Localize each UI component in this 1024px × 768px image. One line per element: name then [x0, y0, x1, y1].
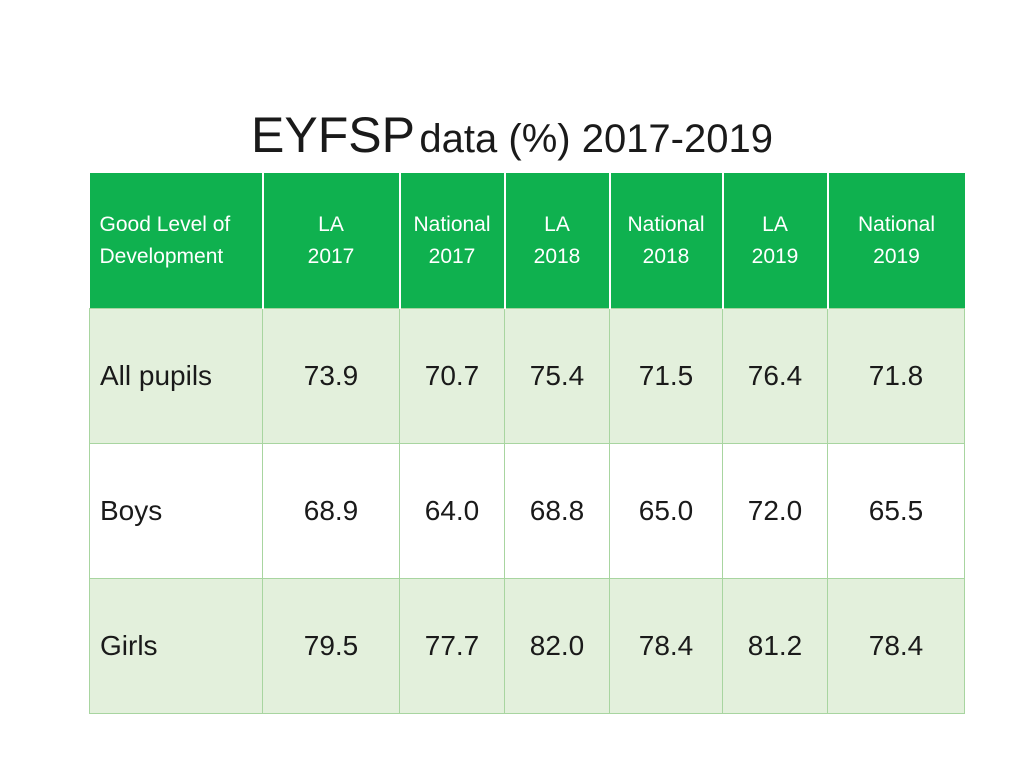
header-cell-national-2019: National 2019: [827, 173, 965, 309]
row-label: All pupils: [89, 308, 263, 444]
header-line1: LA: [544, 212, 570, 236]
table-row-girls: Girls 79.5 77.7 82.0 78.4 81.2 78.4: [89, 578, 965, 714]
table-cell: 75.4: [504, 308, 610, 444]
header-line2: 2019: [751, 244, 799, 268]
header-cell-national-2018: National 2018: [609, 173, 724, 309]
header-line2: 2017: [428, 244, 476, 268]
table-cell: 71.5: [609, 308, 723, 444]
header-line1: Good Level of: [99, 212, 231, 236]
header-cell-good-level: Good Level of Development: [89, 173, 264, 309]
eyfsp-data-table: Good Level of Development LA 2017 Nation…: [89, 173, 965, 714]
header-line2: 2019: [873, 244, 920, 268]
table-cell: 65.5: [827, 443, 965, 579]
table-row-boys: Boys 68.9 64.0 68.8 65.0 72.0 65.5: [89, 443, 965, 579]
header-line2: 2018: [642, 244, 690, 268]
table-cell: 76.4: [722, 308, 828, 444]
header-line1: National: [413, 212, 491, 236]
header-cell-national-2017: National 2017: [399, 173, 506, 309]
header-cell-la-2017: LA 2017: [262, 173, 401, 309]
header-line1: LA: [762, 212, 788, 236]
row-label: Girls: [89, 578, 263, 714]
table-cell: 71.8: [827, 308, 965, 444]
table-cell: 81.2: [722, 578, 828, 714]
header-line2: 2017: [307, 244, 355, 268]
table-cell: 65.0: [609, 443, 723, 579]
row-label: Boys: [89, 443, 263, 579]
table-cell: 79.5: [262, 578, 400, 714]
table-cell: 68.8: [504, 443, 610, 579]
title-rest: data (%) 2017-2019: [419, 117, 773, 161]
table-cell: 82.0: [504, 578, 610, 714]
header-row: Good Level of Development LA 2017 Nation…: [89, 173, 965, 309]
table-cell: 72.0: [722, 443, 828, 579]
table-cell: 78.4: [827, 578, 965, 714]
header-line2: Development: [99, 244, 224, 268]
header-line1: LA: [318, 212, 344, 236]
header-line1: National: [627, 212, 705, 236]
table-cell: 70.7: [399, 308, 505, 444]
slide-title: EYFSP data (%) 2017-2019: [0, 106, 1024, 164]
header-line1: National: [857, 212, 936, 236]
header-cell-la-2018: LA 2018: [504, 173, 611, 309]
table-cell: 68.9: [262, 443, 400, 579]
header-line2: 2018: [533, 244, 581, 268]
table-cell: 64.0: [399, 443, 505, 579]
header-cell-la-2019: LA 2019: [722, 173, 829, 309]
table-row-all-pupils: All pupils 73.9 70.7 75.4 71.5 76.4 71.8: [89, 308, 965, 444]
title-main: EYFSP: [251, 107, 415, 163]
table-cell: 77.7: [399, 578, 505, 714]
table-cell: 73.9: [262, 308, 400, 444]
table-cell: 78.4: [609, 578, 723, 714]
